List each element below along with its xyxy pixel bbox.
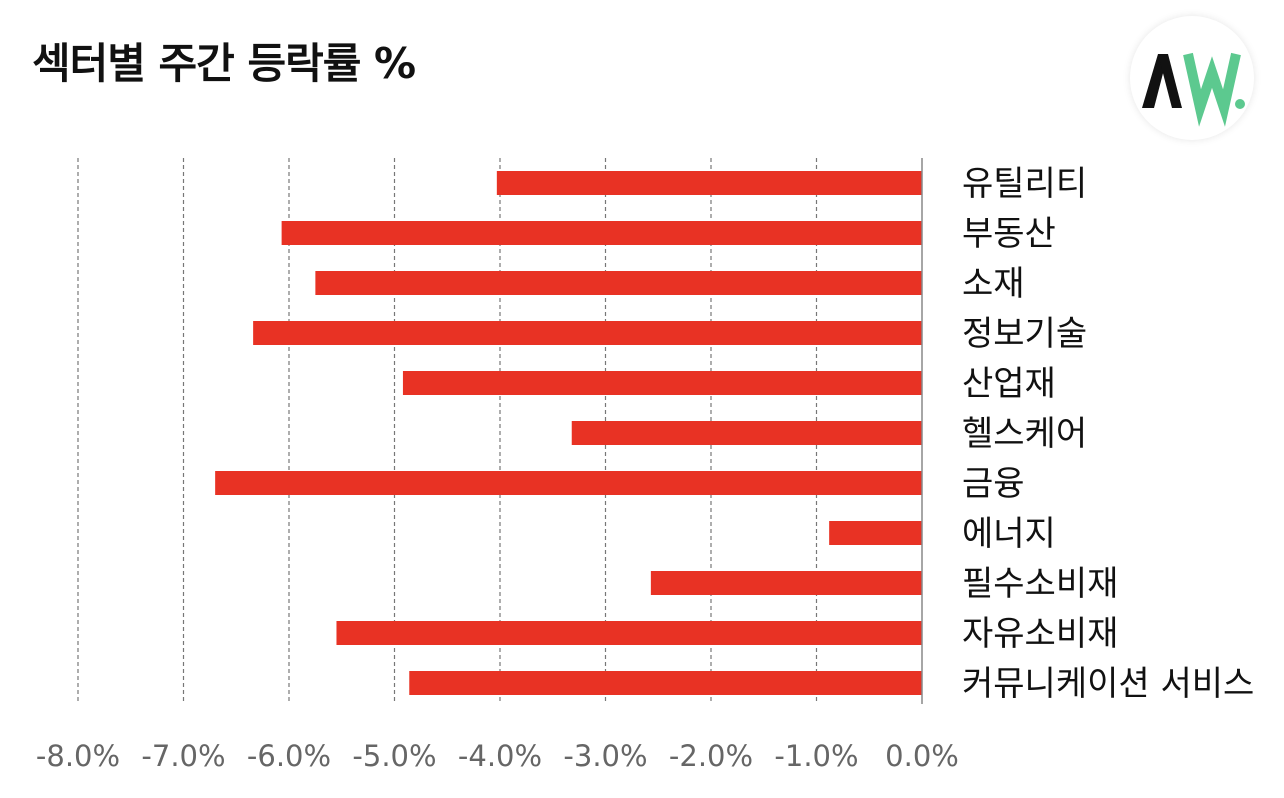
category-label: 금융 bbox=[962, 464, 1025, 504]
bar-10 bbox=[409, 671, 922, 695]
x-tick-label: -5.0% bbox=[352, 739, 436, 773]
brand-logo bbox=[1130, 16, 1254, 140]
x-tick-label: 0.0% bbox=[885, 739, 959, 773]
category-label: 필수소비재 bbox=[962, 564, 1118, 604]
bar-4 bbox=[402, 371, 922, 395]
logo-w-stroke bbox=[1183, 52, 1241, 127]
category-label: 헬스케어 bbox=[962, 414, 1087, 454]
category-label: 커뮤니케이션 서비스 bbox=[962, 664, 1254, 704]
category-label: 자유소비재 bbox=[962, 614, 1118, 654]
category-label: 에너지 bbox=[962, 514, 1056, 554]
bar-1 bbox=[281, 221, 922, 245]
x-tick-label: -8.0% bbox=[36, 739, 120, 773]
bar-0 bbox=[496, 171, 922, 195]
logo-a-stroke-right bbox=[1158, 54, 1182, 108]
x-tick-label: -3.0% bbox=[563, 739, 647, 773]
aw-logo-icon bbox=[1142, 52, 1245, 127]
category-label: 부동산 bbox=[962, 214, 1056, 254]
category-label: 소재 bbox=[962, 264, 1025, 304]
bar-8 bbox=[650, 571, 922, 595]
x-tick-label: -4.0% bbox=[458, 739, 542, 773]
x-tick-label: -1.0% bbox=[774, 739, 858, 773]
bar-7 bbox=[829, 521, 922, 545]
bar-5 bbox=[571, 421, 922, 445]
bar-6 bbox=[215, 471, 922, 495]
x-tick-label: -6.0% bbox=[247, 739, 331, 773]
category-label: 유틸리티 bbox=[962, 164, 1087, 204]
category-label: 정보기술 bbox=[962, 314, 1087, 354]
logo-dot bbox=[1235, 99, 1245, 109]
bar-3 bbox=[253, 321, 922, 345]
x-tick-label: -2.0% bbox=[669, 739, 753, 773]
bar-9 bbox=[336, 621, 923, 645]
page-title: 섹터별 주간 등락률 % bbox=[32, 39, 416, 88]
x-tick-label: -7.0% bbox=[141, 739, 225, 773]
bar-2 bbox=[315, 271, 922, 295]
category-label: 산업재 bbox=[962, 364, 1056, 404]
